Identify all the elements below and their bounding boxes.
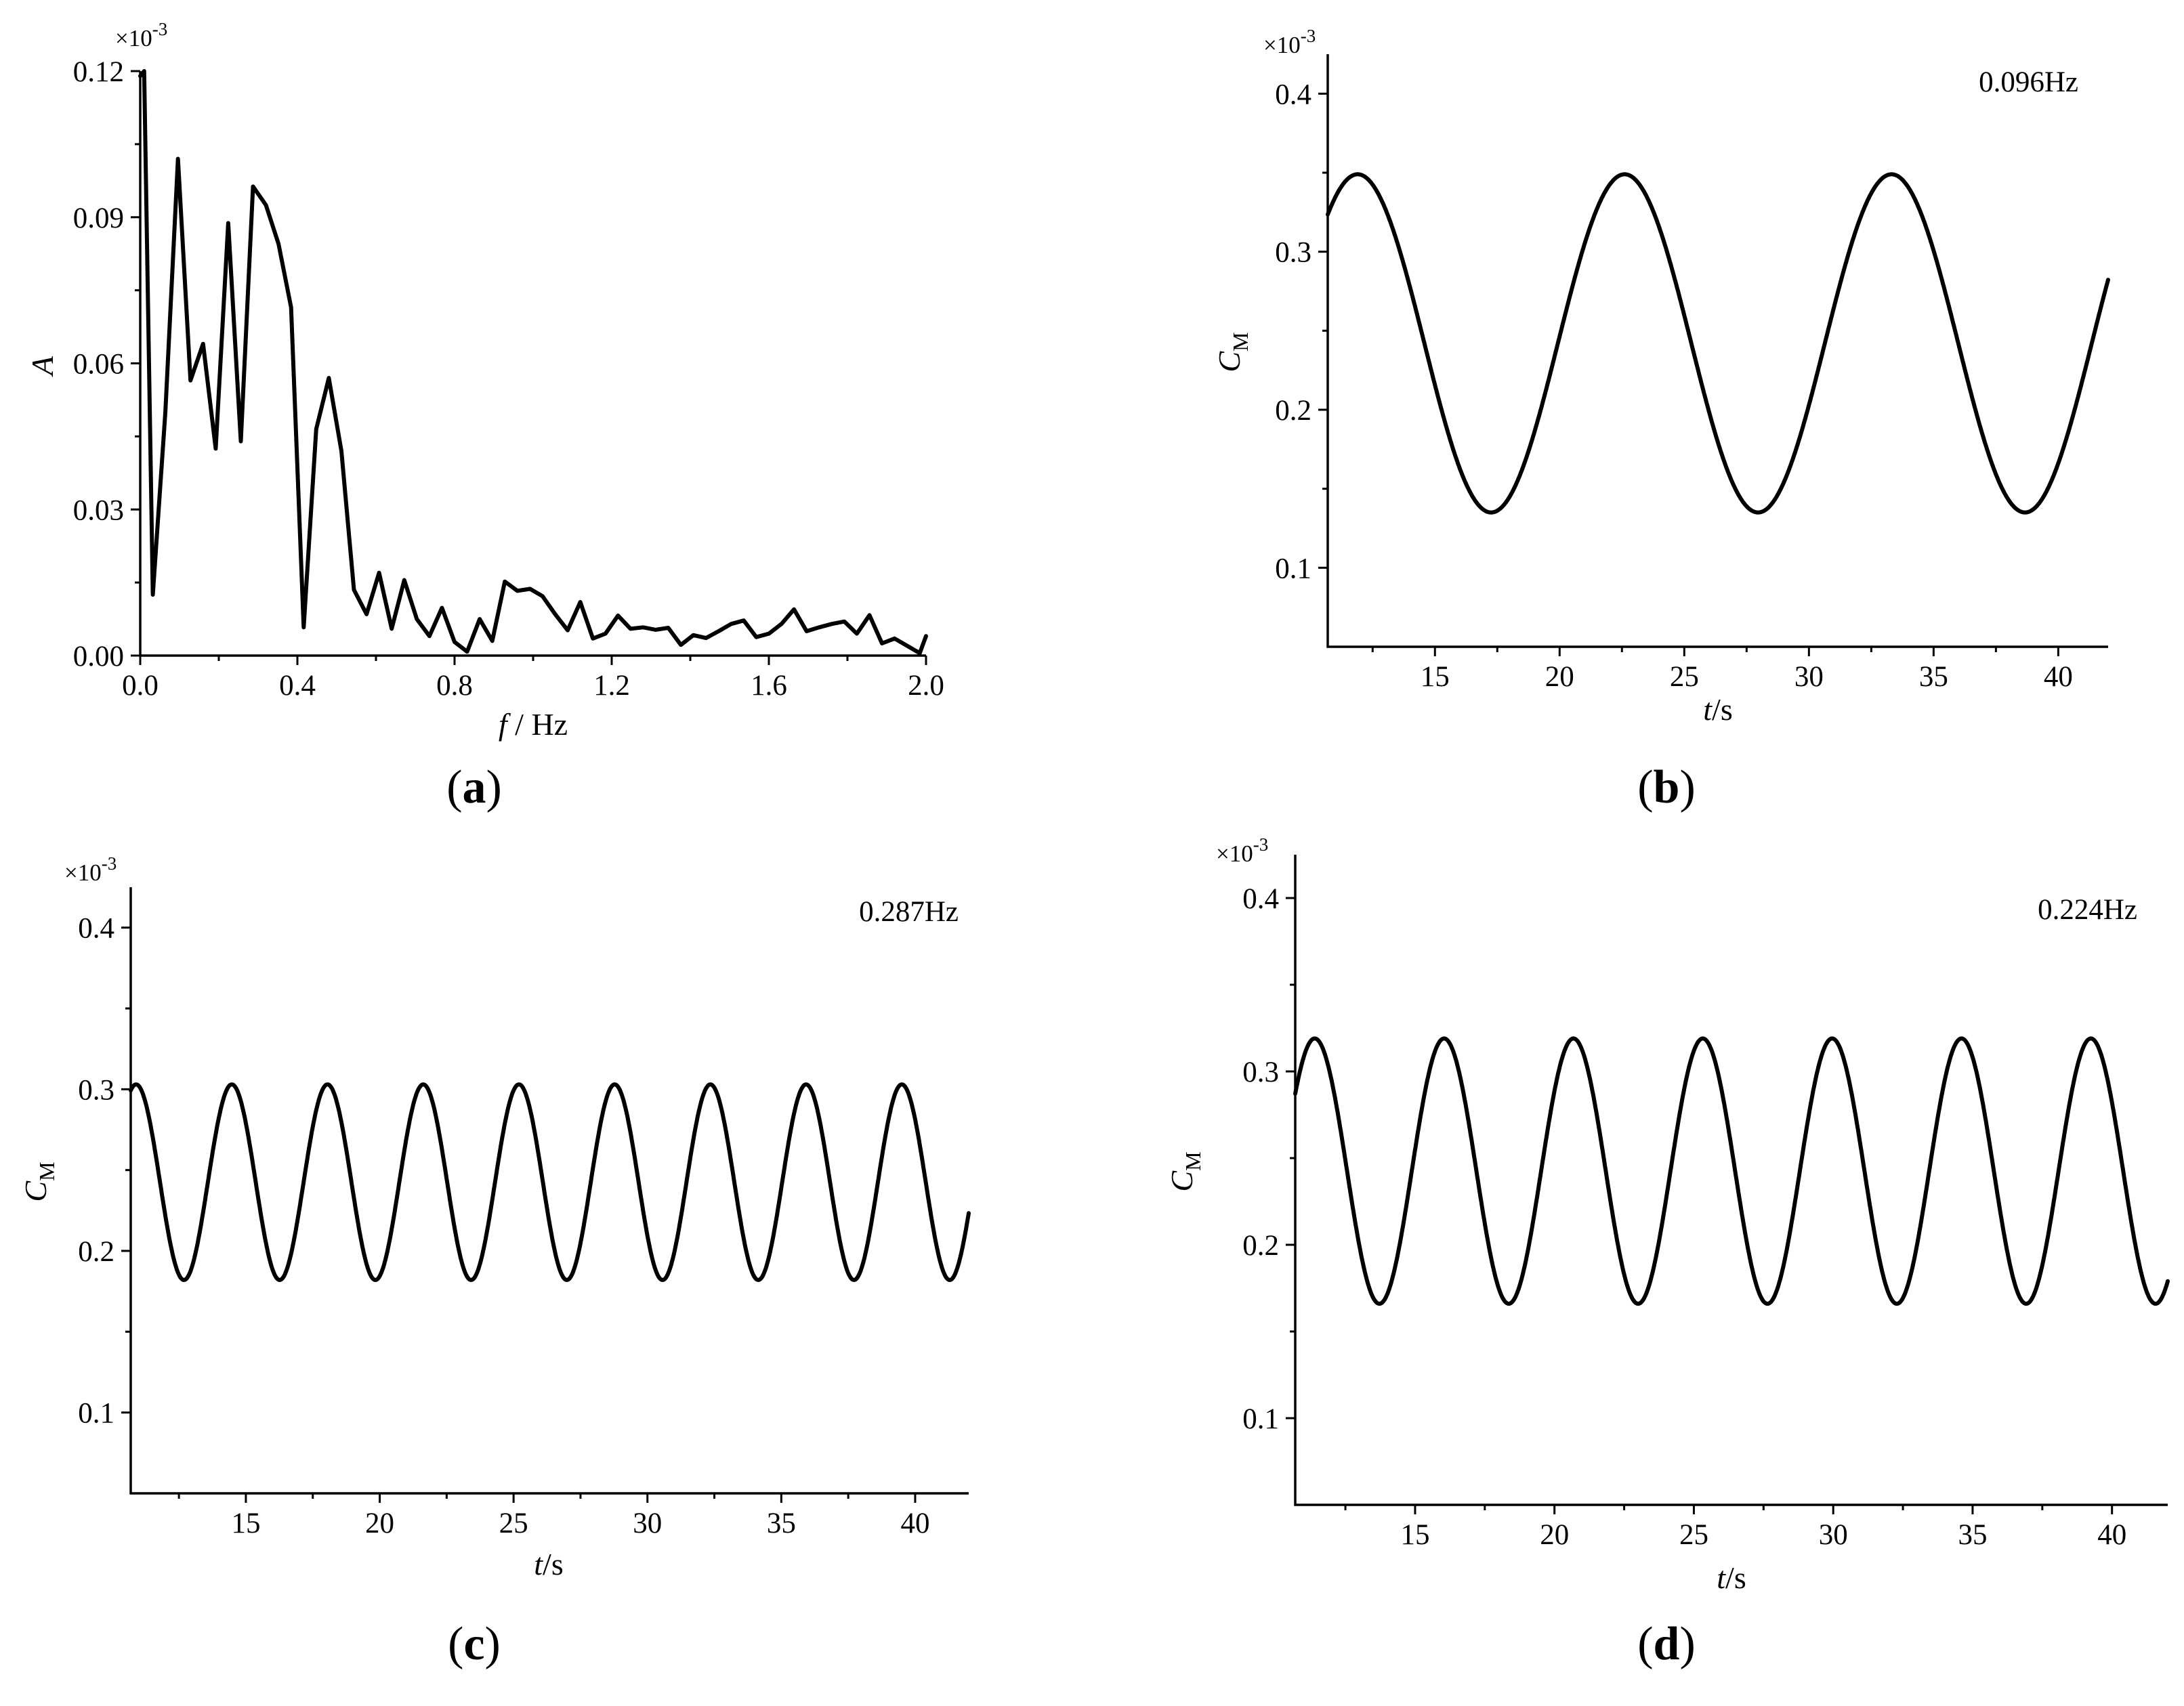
series-line [138,69,928,656]
y-tick-label: 0.03 [73,494,124,526]
y-axis-label: CM [1164,1151,1205,1191]
x-axis-label: f / Hz [499,707,568,742]
x-tick-label: 40 [900,1508,929,1539]
x-axis-label: t/s [1717,1560,1746,1595]
x-tick-label: 20 [1545,661,1574,693]
y-tick-label: 0.12 [73,56,124,88]
panel-label: (d) [1637,1618,1696,1670]
panel-label: (c) [448,1618,501,1670]
x-tick-label: 0.8 [436,670,473,702]
y-axis-label: A [25,356,60,377]
panel-d: 15 20 25 30 35 40 0.1 0.2 0.3 0.4 ×10-3 t/s CM 0.224H… [1164,834,2170,1670]
y-scale-note: ×10-3 [1216,834,1268,867]
y-tick-label: 0.3 [1242,1057,1279,1088]
y-tick-label: 0.2 [1275,395,1311,427]
y-tick-label: 0.1 [1242,1403,1279,1435]
y-axis-label: CM [18,1161,59,1201]
x-tick-label: 25 [1670,661,1699,693]
axes-frame [139,71,926,657]
panel-label: (a) [446,761,502,813]
y-scale-note: ×10-3 [115,19,167,51]
panel-a: 0.0 0.4 0.8 1.2 1.6 2.0 0.00 0.03 0.06 0.09 0.12 ×1… [25,19,944,813]
frequency-annotation: 0.287Hz [859,896,959,928]
x-tick-label: 40 [2044,661,2073,693]
x-tick-label: 2.0 [908,670,944,702]
x-tick-label: 0.0 [122,670,159,702]
x-tick-label: 30 [633,1508,662,1539]
x-axis-label: t/s [1703,692,1732,727]
y-tick-label: 0.1 [1275,553,1311,584]
x-tick-label: 15 [1400,1519,1429,1551]
x-tick-label: 20 [365,1508,394,1539]
y-scale-note: ×10-3 [1263,26,1316,58]
y-tick-label: 0.4 [1242,883,1279,915]
y-tick-label: 0.1 [78,1398,114,1430]
y-tick-label: 0.06 [73,349,124,381]
frequency-annotation: 0.224Hz [2038,894,2137,926]
y-tick-label: 0.09 [73,202,124,234]
x-tick-label: 30 [1819,1519,1848,1551]
y-tick-label: 0.4 [1275,79,1311,110]
y-tick-label: 0.4 [78,913,114,945]
series-line [129,1082,971,1282]
x-axis-label: t/s [534,1547,563,1581]
x-tick-label: 1.2 [593,670,630,702]
y-scale-note: ×10-3 [64,853,117,886]
x-tick-label: 0.4 [279,670,316,702]
x-tick-label: 15 [1421,661,1450,693]
x-tick-label: 25 [1679,1519,1708,1551]
series-line [1326,172,2110,515]
x-tick-label: 15 [231,1508,260,1539]
frequency-annotation: 0.096Hz [1979,66,2078,98]
x-tick-label: 25 [499,1508,528,1539]
x-tick-label: 20 [1540,1519,1569,1551]
y-tick-label: 0.2 [1242,1230,1279,1262]
panel-label: (b) [1637,761,1696,813]
x-tick-label: 40 [2097,1519,2126,1551]
y-tick-label: 0.00 [73,641,124,673]
x-tick-label: 1.6 [751,670,787,702]
y-tick-label: 0.2 [78,1236,114,1268]
axes-frame [1294,855,2168,1506]
y-tick-label: 0.3 [78,1074,114,1106]
x-tick-label: 35 [1958,1519,1987,1551]
axes-frame [1326,54,2108,648]
x-tick-label: 35 [767,1508,796,1539]
series-line [1293,1036,2170,1306]
y-axis-label: CM [1212,332,1253,372]
panel-c: 15 20 25 30 35 40 0.1 0.2 0.3 0.4 ×10-3 t/s CM 0.287H… [18,853,971,1670]
y-tick-label: 0.3 [1275,237,1311,269]
panel-b: 15 20 25 30 35 40 0.1 0.2 0.3 0.4 ×10-3 t/s CM 0.096H… [1212,26,2110,813]
x-tick-label: 35 [1919,661,1948,693]
x-tick-label: 30 [1794,661,1824,693]
